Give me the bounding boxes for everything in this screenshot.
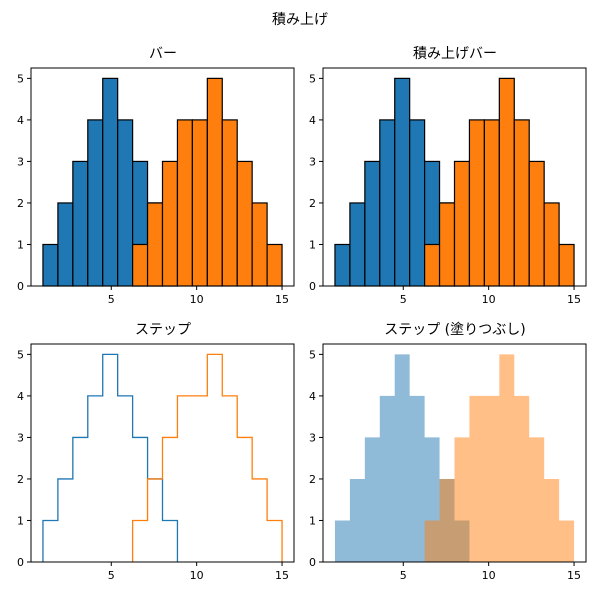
bar-y-tick-label: 2	[17, 197, 24, 210]
step-step-line	[131, 353, 283, 562]
bar-x-tick-label: 5	[108, 293, 115, 306]
stacked-bar-bar	[453, 160, 471, 287]
stacked-bar-y-tick-label: 1	[309, 238, 316, 251]
bar-bar	[87, 119, 104, 287]
bar-axes-frame	[30, 67, 295, 287]
step-filled-step-area	[424, 354, 575, 562]
bar-bar	[42, 243, 59, 287]
stacked-bar-bar	[438, 202, 456, 287]
panel-bar-plot: 5 10 15 0 1 2 3 4 5	[17, 67, 295, 306]
step-filled-x-tick-label: 10	[482, 569, 496, 582]
panel-stacked-bar: 積み上げバー 5 10 15 0 1 2 3 4 5	[309, 46, 587, 306]
panel-step-plot: 5 10 15 0 1 2 3 4 5	[17, 343, 295, 582]
stacked-bar-bar	[468, 119, 485, 287]
stacked-bar-bar	[543, 202, 560, 287]
stacked-bar-bar	[394, 77, 411, 287]
bar-x-tick-label: 10	[190, 293, 204, 306]
panel-step-filled-plot: 5 10 15 0 1 2 3 4 5	[309, 343, 587, 582]
bar-bar	[146, 202, 164, 287]
step-filled-y-tick-label: 4	[309, 390, 316, 403]
bar-bar	[176, 119, 193, 287]
bar-bar	[221, 119, 238, 287]
panel-step: ステップ 5 10 15 0 1 2 3 4 5	[17, 322, 295, 582]
bar-bar	[191, 119, 208, 287]
stacked-bar-y-tick-label: 5	[309, 72, 316, 85]
step-x-tick-label: 10	[190, 569, 204, 582]
stacked-bar-y-tick-label: 0	[309, 280, 316, 293]
step-filled-axes-frame	[322, 343, 587, 563]
bar-bar	[236, 160, 253, 287]
bar-bar	[117, 119, 134, 287]
stacked-bar-bar	[424, 243, 441, 287]
stacked-bar-bar	[364, 160, 381, 287]
bar-series-2	[132, 77, 283, 287]
bar-bar	[206, 77, 223, 287]
stacked-bar-bar	[379, 119, 396, 287]
panel-step-filled: ステップ (塗りつぶし) 5 10 15 0 1 2 3 4 5	[309, 321, 587, 582]
figure-suptitle: 積み上げ	[272, 12, 328, 28]
panel-stacked-bar-title: 積み上げバー	[413, 46, 497, 62]
bar-bar	[102, 77, 119, 287]
stacked-bar-y-tick-label: 3	[309, 155, 316, 168]
bar-x-tick-label: 15	[275, 293, 289, 306]
panel-bar-title: バー	[149, 46, 177, 62]
bar-y-tick-label: 0	[17, 280, 24, 293]
step-filled-x-tick-label: 5	[400, 569, 407, 582]
stacked-bar-bar	[528, 160, 545, 287]
step-filled-y-tick-label: 5	[309, 348, 316, 361]
stacked-bar-x-tick-label: 10	[482, 293, 496, 306]
panel-bar: バー 5 10 15 0 1 2 3 4 5	[17, 46, 295, 306]
stacked-bar-axes-frame	[322, 67, 587, 287]
stacked-bar-bar	[409, 119, 426, 287]
stacked-bar-bar	[483, 119, 500, 287]
bar-bar	[266, 243, 283, 287]
step-filled-y-tick-label: 2	[309, 473, 316, 486]
panel-step-title: ステップ	[135, 322, 191, 338]
step-filled-series-2	[424, 354, 575, 562]
bar-bar	[251, 202, 268, 287]
bar-bar	[57, 202, 74, 287]
stacked-bar-y-tick-label: 2	[309, 197, 316, 210]
stacked-bar-bar	[558, 243, 575, 287]
step-y-tick-label: 1	[17, 514, 24, 527]
step-x-tick-label: 15	[275, 569, 289, 582]
stacked-bar-series-2	[424, 77, 575, 287]
step-filled-y-tick-label: 3	[309, 431, 316, 444]
step-y-tick-label: 2	[17, 473, 24, 486]
bar-bar	[132, 243, 149, 287]
bar-y-tick-label: 1	[17, 238, 24, 251]
bar-bar	[161, 160, 179, 287]
stacked-bar-bar	[498, 77, 515, 287]
step-y-tick-label: 4	[17, 390, 24, 403]
panel-stacked-bar-plot: 5 10 15 0 1 2 3 4 5	[309, 67, 587, 306]
step-axes-frame	[30, 343, 295, 563]
step-series-2	[131, 353, 283, 562]
bar-y-tick-label: 5	[17, 72, 24, 85]
step-filled-y-tick-label: 1	[309, 514, 316, 527]
bar-y-tick-label: 3	[17, 155, 24, 168]
step-y-tick-label: 0	[17, 556, 24, 569]
bar-bar	[72, 160, 89, 287]
stacked-bar-bar	[334, 243, 351, 287]
stacked-bar-y-tick-label: 4	[309, 114, 316, 127]
stacked-bar-bar	[513, 119, 530, 287]
step-x-tick-label: 5	[108, 569, 115, 582]
stacked-bar-x-tick-label: 15	[567, 293, 581, 306]
step-filled-step-area	[334, 354, 470, 562]
step-filled-x-tick-label: 15	[567, 569, 581, 582]
panel-step-filled-title: ステップ (塗りつぶし)	[384, 321, 526, 338]
stacked-bar-bar	[349, 202, 366, 287]
bar-y-tick-label: 4	[17, 114, 24, 127]
step-y-tick-label: 3	[17, 431, 24, 444]
step-y-tick-label: 5	[17, 348, 24, 361]
step-filled-y-tick-label: 0	[309, 556, 316, 569]
step-filled-series-1	[334, 354, 470, 562]
stacked-bar-x-tick-label: 5	[400, 293, 407, 306]
